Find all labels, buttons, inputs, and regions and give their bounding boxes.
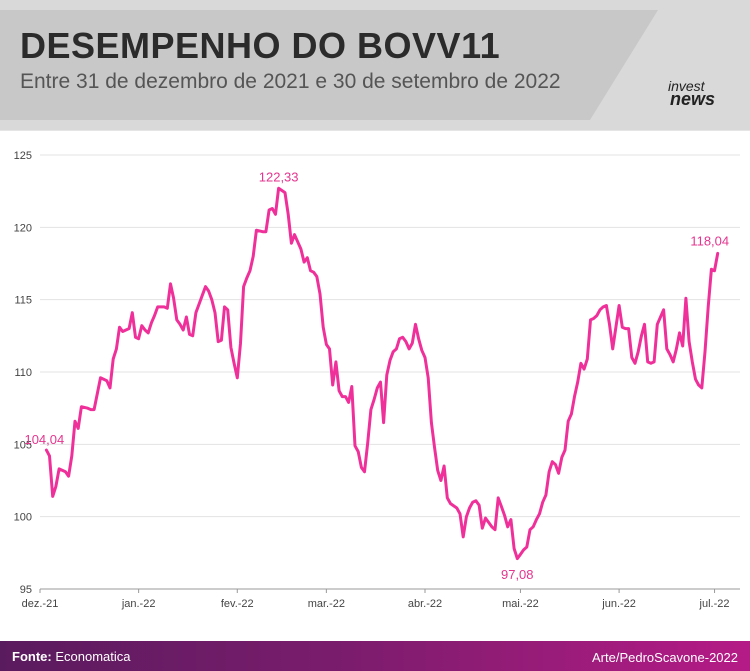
grid-lines (40, 154, 740, 590)
investnews-logo: invest news (668, 78, 716, 109)
y-tick-label: 115 (14, 295, 32, 307)
footer: Fonte: Economatica Arte/PedroScavone-202… (0, 641, 750, 671)
x-tick-label: abr.-22 (408, 598, 442, 610)
y-tick-label: 125 (14, 150, 32, 162)
x-tick-label: mai.-22 (502, 598, 539, 610)
data-label: 97,08 (501, 567, 534, 582)
chart-panel: 95 100 105 110 115 120 125 dez.-21 jan.-22 fev.-… (0, 130, 750, 642)
y-tick-label: 110 (14, 367, 32, 379)
credit: Arte/PedroScavone-2022 (592, 650, 738, 665)
x-tick-label: mar.-22 (308, 598, 345, 610)
logo-line1: invest (668, 78, 705, 94)
x-tick-label: jun.-22 (601, 598, 636, 610)
y-tick-label: 95 (20, 584, 32, 596)
y-axis: 95 100 105 110 115 120 125 (14, 150, 32, 596)
y-tick-label: 120 (14, 222, 32, 234)
logo-line2: news (670, 89, 716, 109)
annotations: 104,04 122,33 97,08 118,04 (24, 170, 729, 582)
y-tick-label: 100 (14, 512, 32, 524)
title-banner (0, 10, 658, 120)
header: DESEMPENHO DO BOVV11 Entre 31 de dezembr… (0, 0, 750, 130)
chart-subtitle: Entre 31 de dezembro de 2021 e 30 de set… (20, 70, 561, 93)
source-note: Fonte: Economatica (12, 649, 131, 664)
chart-title: DESEMPENHO DO BOVV11 (20, 25, 501, 66)
source-label: Fonte: (12, 649, 52, 664)
x-axis: dez.-21 jan.-22 fev.-22 mar.-22 abr.-22 mai.-… (22, 588, 740, 610)
y-tick-label: 105 (14, 439, 32, 451)
line-chart: 95 100 105 110 115 120 125 dez.-21 jan.-22 fev.-… (14, 150, 740, 610)
x-tick-label: dez.-21 (22, 598, 59, 610)
data-label: 118,04 (690, 234, 729, 249)
data-label: 122,33 (259, 170, 299, 185)
series-line (44, 186, 720, 561)
source-value: Economatica (55, 649, 131, 664)
banner-shape (0, 10, 658, 120)
x-tick-label: jan.-22 (121, 598, 156, 610)
data-label: 104,04 (24, 432, 64, 447)
x-tick-label: fev.-22 (221, 598, 254, 610)
x-tick-label: jul.-22 (699, 598, 730, 610)
